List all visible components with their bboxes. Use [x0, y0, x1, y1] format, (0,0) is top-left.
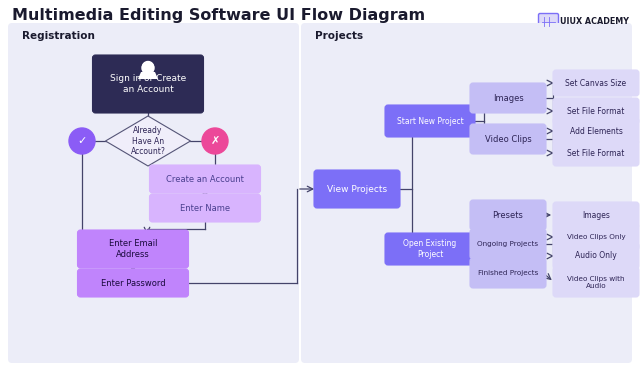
FancyBboxPatch shape [301, 23, 632, 363]
FancyBboxPatch shape [150, 165, 260, 193]
FancyBboxPatch shape [314, 170, 400, 208]
Text: Video Clips: Video Clips [484, 135, 531, 144]
FancyBboxPatch shape [553, 70, 639, 96]
FancyBboxPatch shape [553, 202, 639, 228]
Text: Sign in or Create
an Account: Sign in or Create an Account [110, 74, 186, 94]
FancyBboxPatch shape [8, 23, 299, 363]
FancyBboxPatch shape [150, 194, 260, 222]
Text: Ongoing Projects: Ongoing Projects [477, 241, 539, 247]
FancyBboxPatch shape [470, 258, 546, 288]
FancyBboxPatch shape [385, 105, 475, 137]
Text: Open Existing
Project: Open Existing Project [403, 239, 456, 259]
Polygon shape [106, 116, 191, 166]
Text: Set File Format: Set File Format [567, 107, 625, 116]
Text: Already
Have An
Account?: Already Have An Account? [131, 126, 165, 156]
Text: Set Canvas Size: Set Canvas Size [565, 79, 627, 88]
FancyBboxPatch shape [77, 230, 189, 268]
FancyBboxPatch shape [553, 267, 639, 297]
Text: ✗: ✗ [211, 136, 220, 146]
Text: Add Elements: Add Elements [570, 126, 623, 135]
FancyBboxPatch shape [470, 229, 546, 259]
FancyBboxPatch shape [77, 269, 189, 297]
FancyBboxPatch shape [470, 83, 546, 113]
FancyBboxPatch shape [470, 200, 546, 230]
Text: Enter Name: Enter Name [180, 203, 230, 212]
Text: Registration: Registration [22, 31, 95, 41]
Text: Video Clips with
Audio: Video Clips with Audio [567, 275, 625, 289]
Text: Start New Project: Start New Project [397, 116, 463, 126]
FancyBboxPatch shape [553, 118, 639, 144]
FancyBboxPatch shape [470, 124, 546, 154]
Text: Enter Email
Address: Enter Email Address [109, 239, 157, 259]
Text: Finished Projects: Finished Projects [478, 270, 538, 276]
FancyBboxPatch shape [385, 233, 475, 265]
Text: Video Clips Only: Video Clips Only [566, 234, 625, 240]
Text: ✓: ✓ [77, 136, 86, 146]
Text: Set File Format: Set File Format [567, 149, 625, 158]
Text: Create an Account: Create an Account [166, 175, 244, 184]
Text: Enter Password: Enter Password [100, 279, 165, 287]
Text: Multimedia Editing Software UI Flow Diagram: Multimedia Editing Software UI Flow Diag… [12, 8, 425, 23]
Circle shape [202, 128, 228, 154]
FancyBboxPatch shape [93, 55, 204, 113]
Text: Audio Only: Audio Only [575, 252, 617, 261]
FancyBboxPatch shape [553, 98, 639, 124]
Circle shape [143, 61, 154, 72]
FancyBboxPatch shape [538, 14, 559, 30]
FancyBboxPatch shape [553, 224, 639, 250]
Polygon shape [138, 72, 158, 79]
Text: Presets: Presets [493, 210, 524, 219]
Text: View Projects: View Projects [327, 184, 387, 193]
FancyBboxPatch shape [553, 243, 639, 269]
Text: Images: Images [582, 210, 610, 219]
Text: Projects: Projects [315, 31, 363, 41]
Circle shape [69, 128, 95, 154]
Circle shape [142, 62, 154, 74]
Text: Images: Images [493, 93, 524, 102]
Text: UIUX ACADEMY: UIUX ACADEMY [560, 16, 629, 26]
FancyBboxPatch shape [553, 140, 639, 166]
